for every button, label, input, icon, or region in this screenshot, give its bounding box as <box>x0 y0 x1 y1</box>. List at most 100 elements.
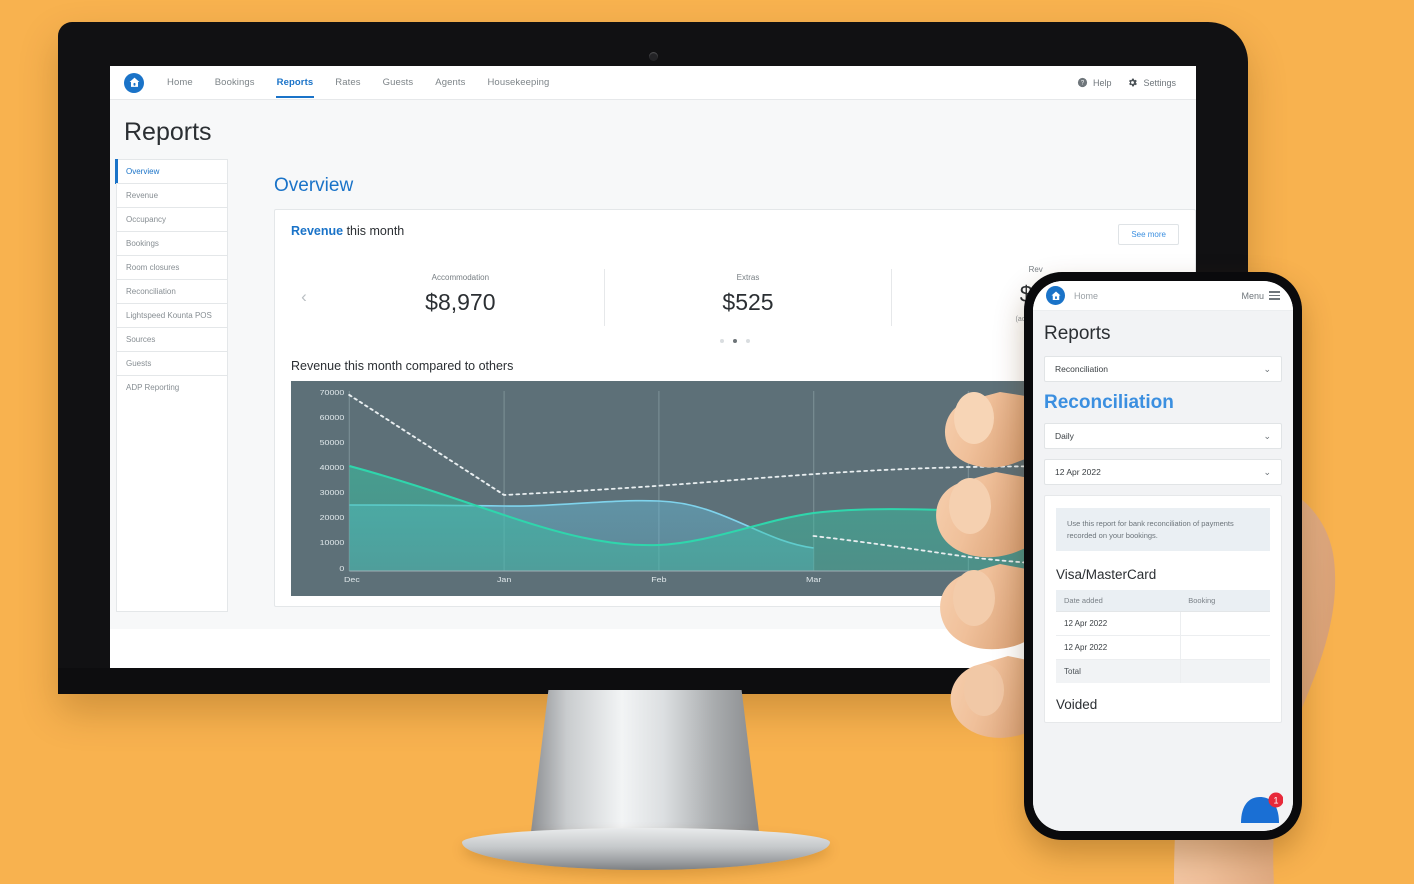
monitor-stand-base <box>462 828 830 870</box>
reconciliation-table: Date added Booking 12 Apr 2022 12 Apr 20… <box>1056 590 1270 684</box>
sidebar-item-lightspeed-kounta-pos[interactable]: Lightspeed Kounta POS <box>116 303 228 327</box>
reports-sidebar: Overview Revenue Occupancy Bookings Room… <box>110 159 228 629</box>
sidebar-item-bookings[interactable]: Bookings <box>116 231 228 255</box>
sidebar-item-overview[interactable]: Overview <box>115 159 228 184</box>
stat-label: Accommodation <box>431 272 490 282</box>
help-button[interactable]: ? Help <box>1077 77 1112 88</box>
svg-text:Feb: Feb <box>651 576 667 584</box>
sidebar-item-revenue[interactable]: Revenue <box>116 183 228 207</box>
svg-text:30000: 30000 <box>320 489 345 497</box>
hamburger-icon <box>1269 290 1280 301</box>
total-label: Total <box>1056 659 1181 684</box>
frequency-select[interactable]: Daily ⌄ <box>1044 423 1282 449</box>
nav-item-agents[interactable]: Agents <box>435 77 466 88</box>
chevron-down-icon: ⌄ <box>1263 430 1271 441</box>
next-section-heading: Voided <box>1056 697 1098 713</box>
revenue-card-header: Revenue this month See more <box>291 224 1179 245</box>
cell-date: 12 Apr 2022 <box>1056 611 1181 637</box>
phone-home-label[interactable]: Home <box>1074 290 1099 301</box>
sidebar-item-room-closures[interactable]: Room closures <box>116 255 228 279</box>
date-value: 12 Apr 2022 <box>1055 467 1101 477</box>
nav-utilities: ? Help Setti <box>1077 77 1182 88</box>
stat-extras: Extras $525 <box>605 268 893 326</box>
phone-menu-label: Menu <box>1241 290 1264 301</box>
report-type-select[interactable]: Reconciliation ⌄ <box>1044 356 1282 382</box>
revenue-card-title: Revenue this month <box>291 224 404 238</box>
house-logo-icon[interactable] <box>1046 286 1065 305</box>
table-header-row: Date added Booking <box>1056 590 1270 613</box>
table-total-row: Total <box>1056 659 1270 684</box>
webcam-icon <box>649 52 658 61</box>
cell-booking <box>1180 611 1270 637</box>
cell-date: 12 Apr 2022 <box>1056 635 1181 661</box>
svg-text:40000: 40000 <box>320 464 345 472</box>
svg-text:50000: 50000 <box>320 439 345 447</box>
chart-title: Revenue this month compared to others <box>291 359 514 373</box>
house-logo-icon[interactable] <box>124 72 144 93</box>
nav-item-guests[interactable]: Guests <box>382 77 414 88</box>
carousel-dot[interactable] <box>746 339 750 343</box>
phone-section-title: Reconciliation <box>1044 392 1174 413</box>
chat-badge <box>1268 792 1283 808</box>
revenue-title-rest: this month <box>343 224 405 238</box>
carousel-prev-button[interactable]: ‹ <box>301 287 307 306</box>
nav-item-reports[interactable]: Reports <box>266 68 325 98</box>
report-type-value: Reconciliation <box>1055 364 1108 374</box>
stat-value: $8,970 <box>425 288 496 315</box>
svg-text:70000: 70000 <box>320 389 345 397</box>
chat-widget-button[interactable]: 1 <box>1237 791 1283 825</box>
revenue-accent-label: Revenue <box>291 224 344 238</box>
svg-text:?: ? <box>1081 81 1085 87</box>
sidebar-item-sources[interactable]: Sources <box>116 327 228 351</box>
svg-text:Apr: Apr <box>962 576 976 584</box>
carousel-dot[interactable] <box>720 339 724 343</box>
stat-label: Rev <box>1028 265 1043 274</box>
svg-text:Mar: Mar <box>806 576 822 584</box>
gear-icon <box>1127 77 1138 88</box>
sidebar-item-guests[interactable]: Guests <box>116 351 228 375</box>
chevron-down-icon: ⌄ <box>1263 466 1271 477</box>
svg-text:Jan: Jan <box>497 576 511 584</box>
cell-booking <box>1180 635 1270 661</box>
chevron-down-icon: ⌄ <box>1263 363 1271 374</box>
column-header-date-added: Date added <box>1056 590 1181 613</box>
sidebar-item-occupancy[interactable]: Occupancy <box>116 207 228 231</box>
stat-accommodation: Accommodation $8,970 <box>317 268 605 326</box>
svg-text:1: 1 <box>1273 795 1278 805</box>
phone-menu-button[interactable]: Menu <box>1241 291 1280 301</box>
carousel-dot-active[interactable] <box>733 339 737 343</box>
content-title: Overview <box>274 175 354 196</box>
info-note: Use this report for bank reconciliation … <box>1056 508 1270 552</box>
page-title: Reports <box>124 118 212 146</box>
monitor-stand-neck <box>530 690 760 840</box>
carousel-dots <box>291 339 1179 343</box>
see-more-button[interactable]: See more <box>1118 224 1179 245</box>
sidebar-item-reconciliation[interactable]: Reconciliation <box>116 279 228 303</box>
help-circle-icon: ? <box>1077 77 1088 88</box>
nav-item-rates[interactable]: Rates <box>335 77 361 88</box>
nav-item-home[interactable]: Home <box>167 77 193 88</box>
phone-body: Reports Reconciliation ⌄ Reconciliation … <box>1033 311 1293 831</box>
phone-screen: Home Menu Reports Reconciliation ⌄ Recon… <box>1033 281 1293 831</box>
column-header-booking: Booking <box>1180 590 1270 613</box>
settings-label: Settings <box>1143 77 1176 88</box>
svg-text:0: 0 <box>339 565 345 573</box>
table-row[interactable]: 12 Apr 2022 <box>1056 635 1270 661</box>
stat-label: Extras <box>736 272 760 282</box>
date-select[interactable]: 12 Apr 2022 ⌄ <box>1044 459 1282 485</box>
stat-value: $525 <box>722 288 774 315</box>
svg-text:20000: 20000 <box>320 514 345 522</box>
sidebar-item-adp-reporting[interactable]: ADP Reporting <box>116 375 228 399</box>
svg-text:10000: 10000 <box>320 539 345 547</box>
table-row[interactable]: 12 Apr 2022 <box>1056 611 1270 637</box>
settings-button[interactable]: Settings <box>1127 77 1176 88</box>
top-navigation-bar: Home Bookings Reports Rates Guests Agent… <box>110 66 1196 100</box>
total-value <box>1180 659 1270 684</box>
nav-item-bookings[interactable]: Bookings <box>214 77 255 88</box>
reconciliation-card: Use this report for bank reconciliation … <box>1044 495 1282 724</box>
nav-item-housekeeping[interactable]: Housekeeping <box>487 77 550 88</box>
phone-page-title: Reports <box>1044 323 1111 344</box>
help-label: Help <box>1092 77 1112 88</box>
svg-text:Dec: Dec <box>344 576 360 584</box>
